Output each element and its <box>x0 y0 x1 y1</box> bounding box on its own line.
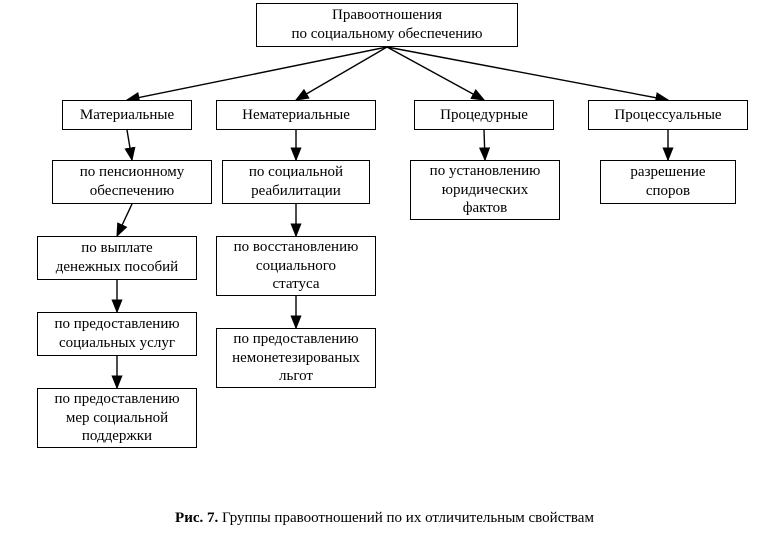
edge-root-col3_h <box>387 47 484 100</box>
edge-col1_h-c1_1 <box>127 130 132 160</box>
edge-c1_1-c1_2 <box>117 204 132 236</box>
node-c4_1: разрешениеспоров <box>600 160 736 204</box>
edge-root-col2_h <box>296 47 387 100</box>
node-c1_2: по выплатеденежных пособий <box>37 236 197 280</box>
node-col4_h: Процессуальные <box>588 100 748 130</box>
node-root: Правоотношенияпо социальному обеспечению <box>256 3 518 47</box>
caption-text: Группы правоотношений по их отличительны… <box>218 510 594 526</box>
node-col1_h: Материальные <box>62 100 192 130</box>
edge-root-col4_h <box>387 47 668 100</box>
node-col3_h: Процедурные <box>414 100 554 130</box>
edge-root-col1_h <box>127 47 387 100</box>
caption-bold: Рис. 7. <box>175 510 218 526</box>
node-c2_2: по восстановлениюсоциальногостатуса <box>216 236 376 296</box>
node-c3_1: по установлениююридическихфактов <box>410 160 560 220</box>
node-c1_3: по предоставлениюсоциальных услуг <box>37 312 197 356</box>
node-c2_3: по предоставлениюнемонетезированыхльгот <box>216 328 376 388</box>
node-c2_1: по социальнойреабилитации <box>222 160 370 204</box>
node-c1_4: по предоставлениюмер социальнойподдержки <box>37 388 197 448</box>
node-c1_1: по пенсионномуобеспечению <box>52 160 212 204</box>
node-col2_h: Нематериальные <box>216 100 376 130</box>
edge-col3_h-c3_1 <box>484 130 485 160</box>
figure-caption: Рис. 7. Группы правоотношений по их отли… <box>0 510 769 527</box>
